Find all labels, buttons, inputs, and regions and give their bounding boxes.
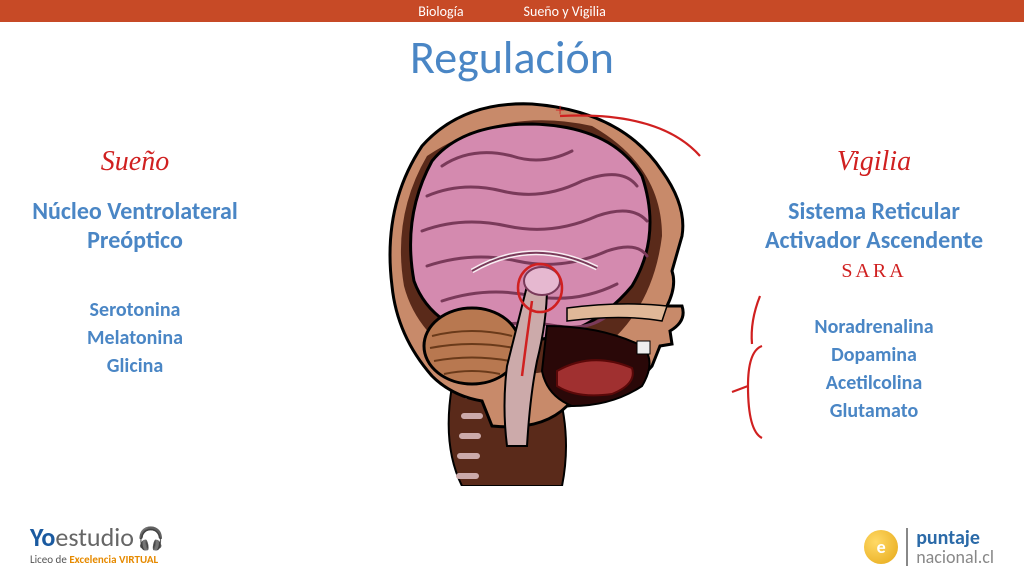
- tagline-b: Excelencia VIRTUAL: [69, 553, 158, 566]
- page-title: Regulación: [0, 30, 1024, 86]
- wake-nt-2: Dopamina: [744, 341, 1004, 369]
- wake-column: Vigilia Sistema Reticular Activador Asce…: [744, 146, 1004, 425]
- logo-left-tagline: Liceo de Excelencia VIRTUAL: [30, 553, 165, 566]
- logo-right-domain: nacional.cl: [916, 548, 994, 566]
- wake-subtitle-line2: Activador Ascendente: [744, 227, 1004, 256]
- tagline-a: Liceo de: [30, 553, 69, 566]
- wake-nt-4: Glutamato: [744, 397, 1004, 425]
- sleep-column: Sueño Núcleo Ventrolateral Preóptico Ser…: [20, 146, 250, 380]
- sleep-subtitle-line1: Núcleo Ventrolateral: [20, 198, 250, 227]
- topbar-topic: Sueño y Vigilia: [514, 3, 616, 20]
- wake-nt-1: Noradrenalina: [744, 313, 1004, 341]
- logo-left-yo: Yo: [30, 521, 55, 553]
- topbar-subject: Biología: [408, 3, 473, 20]
- headphones-icon: 🎧: [137, 525, 164, 552]
- sleep-neurotransmitters: Serotonina Melatonina Glicina: [20, 296, 250, 380]
- sleep-nt-1: Serotonina: [20, 296, 250, 324]
- logo-yoestudio: Yoestudio 🎧 Liceo de Excelencia VIRTUAL: [30, 521, 165, 566]
- wake-handwritten-label: Vigilia: [744, 146, 1004, 178]
- logo-left-estudio: estudio: [55, 521, 134, 553]
- sleep-nt-2: Melatonina: [20, 324, 250, 352]
- content-area: Sueño Núcleo Ventrolateral Preóptico Ser…: [0, 86, 1024, 526]
- logo-right-text: puntaje nacional.cl: [906, 528, 994, 566]
- top-bar: Biología Sueño y Vigilia: [0, 0, 1024, 22]
- orb-icon: e: [864, 530, 898, 564]
- sleep-nucleus-title: Núcleo Ventrolateral Preóptico: [20, 198, 250, 256]
- footer: Yoestudio 🎧 Liceo de Excelencia VIRTUAL …: [0, 521, 1024, 566]
- wake-subtitle-line1: Sistema Reticular: [744, 198, 1004, 227]
- wake-system-title: Sistema Reticular Activador Ascendente: [744, 198, 1004, 256]
- logo-right-brand: puntaje: [916, 528, 994, 548]
- brain-diagram: [332, 86, 692, 486]
- sleep-handwritten-label: Sueño: [20, 146, 250, 178]
- wake-neurotransmitters: Noradrenalina Dopamina Acetilcolina Glut…: [744, 313, 1004, 425]
- sleep-nt-3: Glicina: [20, 352, 250, 380]
- sleep-subtitle-line2: Preóptico: [20, 227, 250, 256]
- wake-acronym: SARA: [744, 260, 1004, 283]
- wake-nt-3: Acetilcolina: [744, 369, 1004, 397]
- logo-puntaje: e puntaje nacional.cl: [864, 528, 994, 566]
